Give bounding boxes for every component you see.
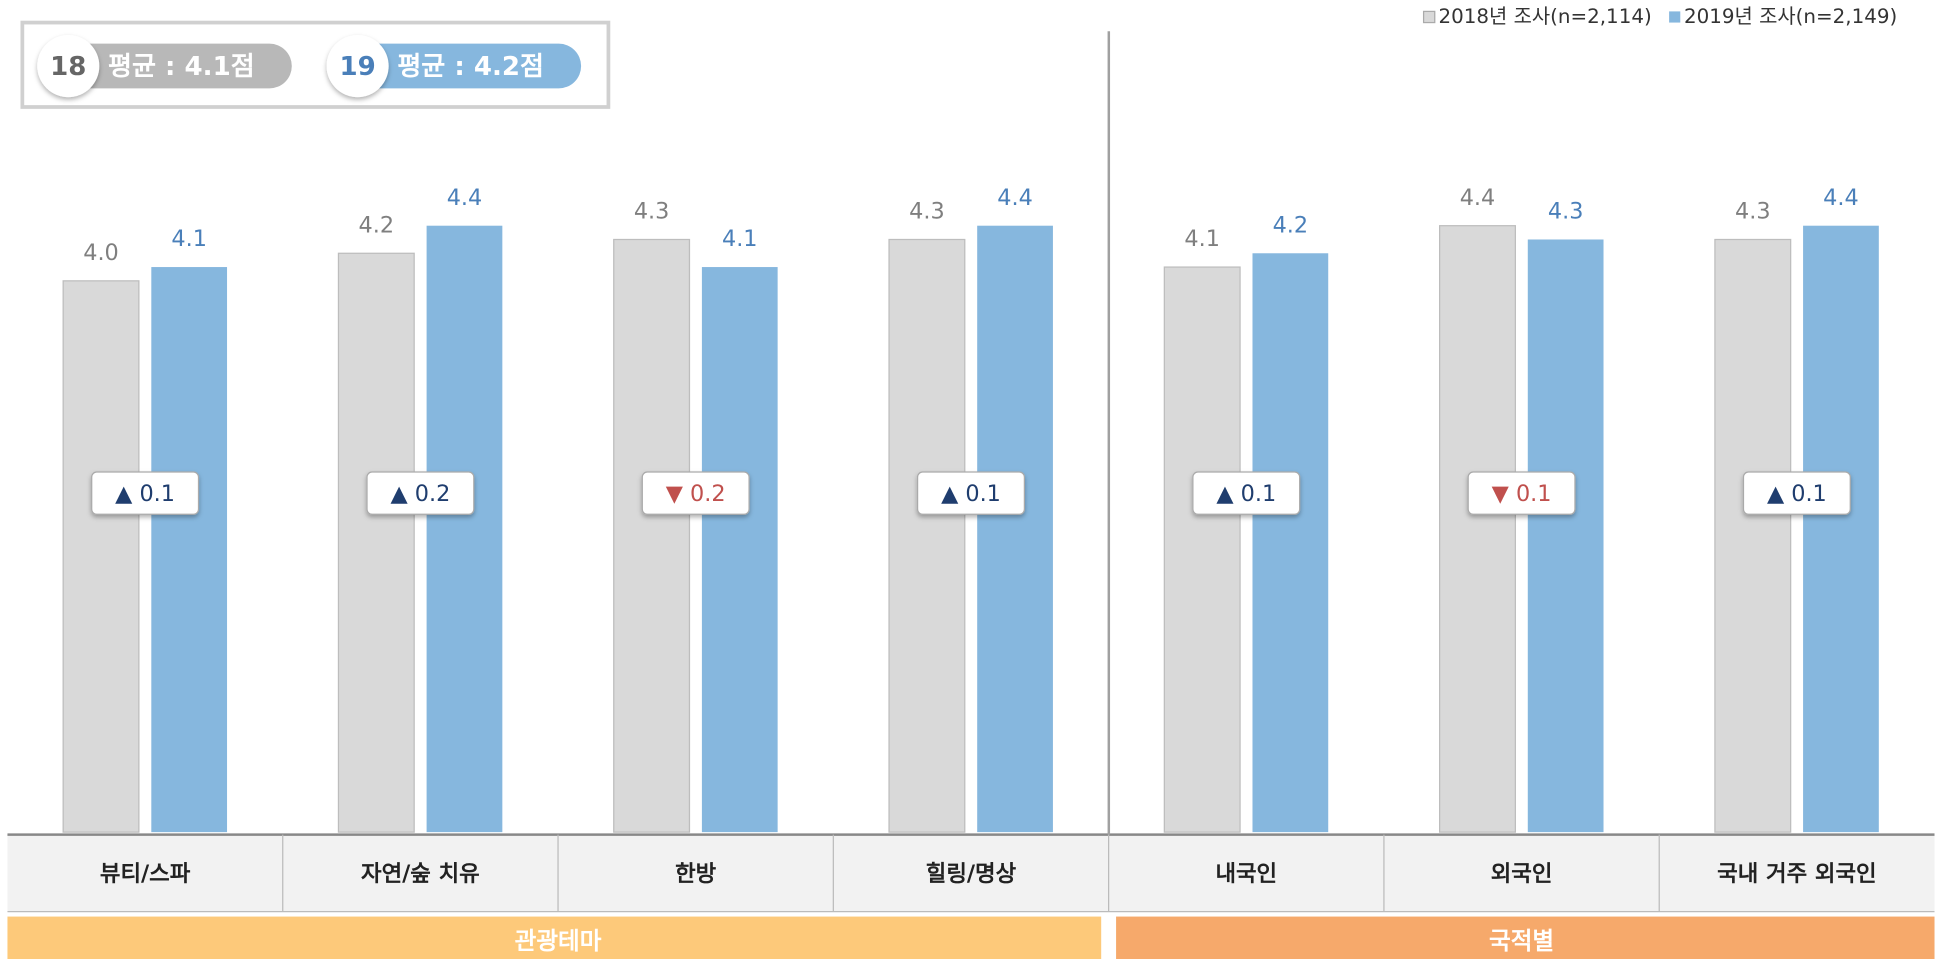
badge-pill <box>357 43 582 89</box>
change-label: ▼ 0.2 <box>666 481 726 507</box>
bar <box>613 238 691 833</box>
legend-label: 2018년 조사(n=2,114) <box>1438 5 1651 28</box>
change-box <box>1192 471 1301 515</box>
change-box <box>1742 471 1851 515</box>
data-label: 4.4 <box>997 185 1033 211</box>
data-label: 4.1 <box>722 226 758 252</box>
x-tick-label: 자연/숲 치유 <box>361 861 480 887</box>
data-label: 4.1 <box>1184 226 1220 252</box>
legend-label: 2019년 조사(n=2,149) <box>1684 5 1897 28</box>
category-row <box>7 834 1935 912</box>
data-label: 4.2 <box>1273 212 1309 238</box>
x-tick-label: 뷰티/스파 <box>100 861 191 887</box>
change-label: ▼ 0.1 <box>1492 481 1552 507</box>
data-label: 4.4 <box>447 185 483 211</box>
bar <box>701 267 778 833</box>
change-label: ▲ 0.1 <box>1767 481 1827 507</box>
data-label: 4.3 <box>1548 199 1584 225</box>
data-label: 4.3 <box>1735 199 1771 225</box>
data-label: 4.2 <box>359 212 395 238</box>
bar <box>888 238 966 833</box>
change-label: ▲ 0.1 <box>115 481 175 507</box>
bar <box>1439 225 1516 833</box>
change-label: ▲ 0.1 <box>941 481 1001 507</box>
data-label: 4.4 <box>1460 185 1496 211</box>
change-box <box>91 471 200 515</box>
legend-swatch <box>1422 10 1436 24</box>
bar <box>1803 225 1879 833</box>
group-bar <box>1116 916 1935 959</box>
change-box <box>1467 471 1576 515</box>
bar <box>426 225 503 833</box>
bar <box>1252 253 1329 833</box>
badge-circle <box>37 34 100 98</box>
badge-text: 평균 : 4.2점 <box>397 52 544 82</box>
bar <box>1527 239 1604 833</box>
badge-pill <box>68 43 292 89</box>
group-label: 관광테마 <box>515 927 602 955</box>
change-box <box>641 471 750 515</box>
bar <box>337 252 415 833</box>
badge-year: 19 <box>339 52 375 82</box>
change-box <box>916 471 1025 515</box>
bar <box>977 225 1053 833</box>
data-label: 4.3 <box>909 199 945 225</box>
badge-text: 평균 : 4.1점 <box>108 52 255 82</box>
bar <box>1714 238 1792 833</box>
group-bar <box>7 916 1102 959</box>
x-tick-label: 한방 <box>675 861 717 887</box>
group-label: 국적별 <box>1489 927 1554 955</box>
badge-circle <box>326 34 389 98</box>
change-box <box>366 471 475 515</box>
change-label: ▲ 0.1 <box>1216 481 1276 507</box>
bar <box>1163 266 1241 833</box>
bar <box>151 267 228 833</box>
x-tick-label: 국내 거주 외국인 <box>1717 861 1876 887</box>
data-label: 4.0 <box>83 240 119 266</box>
x-tick-label: 외국인 <box>1491 861 1553 887</box>
badge-year: 18 <box>50 52 86 82</box>
x-tick-label: 내국인 <box>1215 861 1277 887</box>
x-tick-label: 힐링/명상 <box>926 861 1017 887</box>
data-label: 4.1 <box>171 226 207 252</box>
bar <box>62 280 140 833</box>
data-label: 4.3 <box>634 199 670 225</box>
legend-swatch <box>1669 11 1681 23</box>
data-label: 4.4 <box>1823 185 1859 211</box>
change-label: ▲ 0.2 <box>390 481 450 507</box>
